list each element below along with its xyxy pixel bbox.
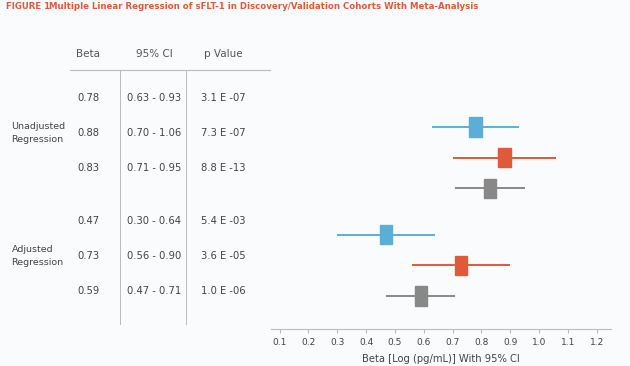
Text: 0.73: 0.73	[77, 251, 100, 261]
Text: 8.8 E -13: 8.8 E -13	[201, 163, 246, 173]
Text: 1.0 E -06: 1.0 E -06	[201, 286, 246, 296]
FancyBboxPatch shape	[455, 255, 467, 275]
Text: 0.71 - 0.95: 0.71 - 0.95	[127, 163, 181, 173]
Text: 7.3 E -07: 7.3 E -07	[201, 128, 246, 138]
FancyBboxPatch shape	[498, 148, 510, 168]
Text: 0.47: 0.47	[77, 216, 100, 226]
Text: FIGURE 1: FIGURE 1	[6, 2, 50, 11]
Text: 0.63 - 0.93: 0.63 - 0.93	[127, 93, 181, 103]
Text: 5.4 E -03: 5.4 E -03	[201, 216, 246, 226]
FancyBboxPatch shape	[380, 225, 392, 244]
Text: 0.56 - 0.90: 0.56 - 0.90	[127, 251, 181, 261]
Text: 95% CI: 95% CI	[136, 49, 173, 59]
Text: 0.88: 0.88	[77, 128, 100, 138]
Text: 0.83: 0.83	[77, 163, 100, 173]
FancyBboxPatch shape	[469, 117, 482, 137]
Text: Multiple Linear Regression of sFLT-1 in Discovery/Validation Cohorts With Meta-A: Multiple Linear Regression of sFLT-1 in …	[43, 2, 478, 11]
Text: 0.47 - 0.71: 0.47 - 0.71	[127, 286, 181, 296]
Text: 3.1 E -07: 3.1 E -07	[201, 93, 246, 103]
Text: 3.6 E -05: 3.6 E -05	[201, 251, 246, 261]
FancyBboxPatch shape	[415, 286, 427, 306]
Text: 0.78: 0.78	[77, 93, 100, 103]
Text: Unadjusted
Regression: Unadjusted Regression	[11, 123, 66, 144]
X-axis label: Beta [Log (pg/mL)] With 95% CI: Beta [Log (pg/mL)] With 95% CI	[362, 354, 520, 365]
Text: Beta: Beta	[76, 49, 100, 59]
Text: 0.30 - 0.64: 0.30 - 0.64	[127, 216, 181, 226]
Text: 0.59: 0.59	[77, 286, 100, 296]
Text: p Value: p Value	[204, 49, 243, 59]
Text: Adjusted
Regression: Adjusted Regression	[11, 246, 64, 267]
Text: 0.70 - 1.06: 0.70 - 1.06	[127, 128, 181, 138]
FancyBboxPatch shape	[484, 179, 496, 198]
